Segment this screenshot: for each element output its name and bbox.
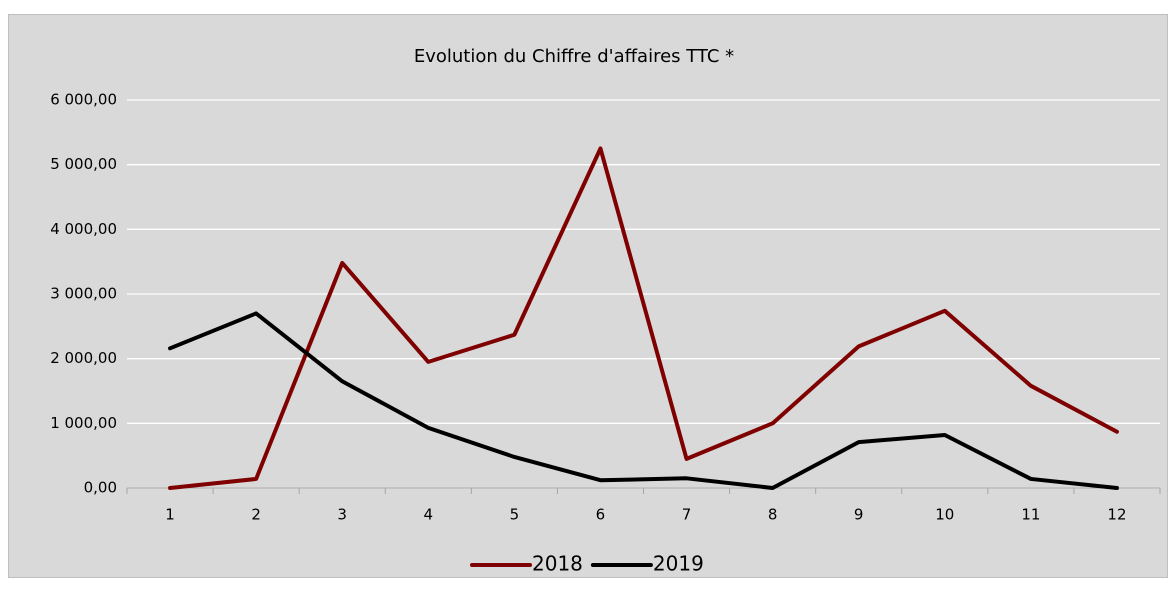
y-tick-label: 3 000,00 <box>50 285 117 303</box>
x-tick-label: 7 <box>682 506 692 524</box>
series-line <box>168 311 1119 490</box>
legend-label: 2019 <box>653 552 704 576</box>
x-tick-label: 8 <box>768 506 778 524</box>
y-tick-label: 2 000,00 <box>50 349 117 367</box>
series-line <box>168 146 1119 490</box>
x-tick-label: 6 <box>596 506 606 524</box>
x-tick-label: 3 <box>337 506 347 524</box>
y-tick-label: 0,00 <box>84 479 117 497</box>
x-tick-label: 4 <box>424 506 434 524</box>
y-tick-label: 5 000,00 <box>50 155 117 173</box>
chart-background <box>8 14 1168 578</box>
y-tick-label: 1 000,00 <box>50 414 117 432</box>
x-tick-label: 9 <box>854 506 864 524</box>
y-tick-label: 4 000,00 <box>50 220 117 238</box>
x-tick-label: 2 <box>251 506 261 524</box>
x-tick-label: 12 <box>1107 506 1126 524</box>
x-tick-label: 5 <box>510 506 520 524</box>
chart-title: Evolution du Chiffre d'affaires TTC * <box>414 46 734 67</box>
legend-label: 2018 <box>532 552 583 576</box>
x-tick-label: 11 <box>1021 506 1040 524</box>
x-tick-label: 10 <box>935 506 954 524</box>
x-tick-label: 1 <box>165 506 175 524</box>
y-tick-label: 6 000,00 <box>50 91 117 109</box>
